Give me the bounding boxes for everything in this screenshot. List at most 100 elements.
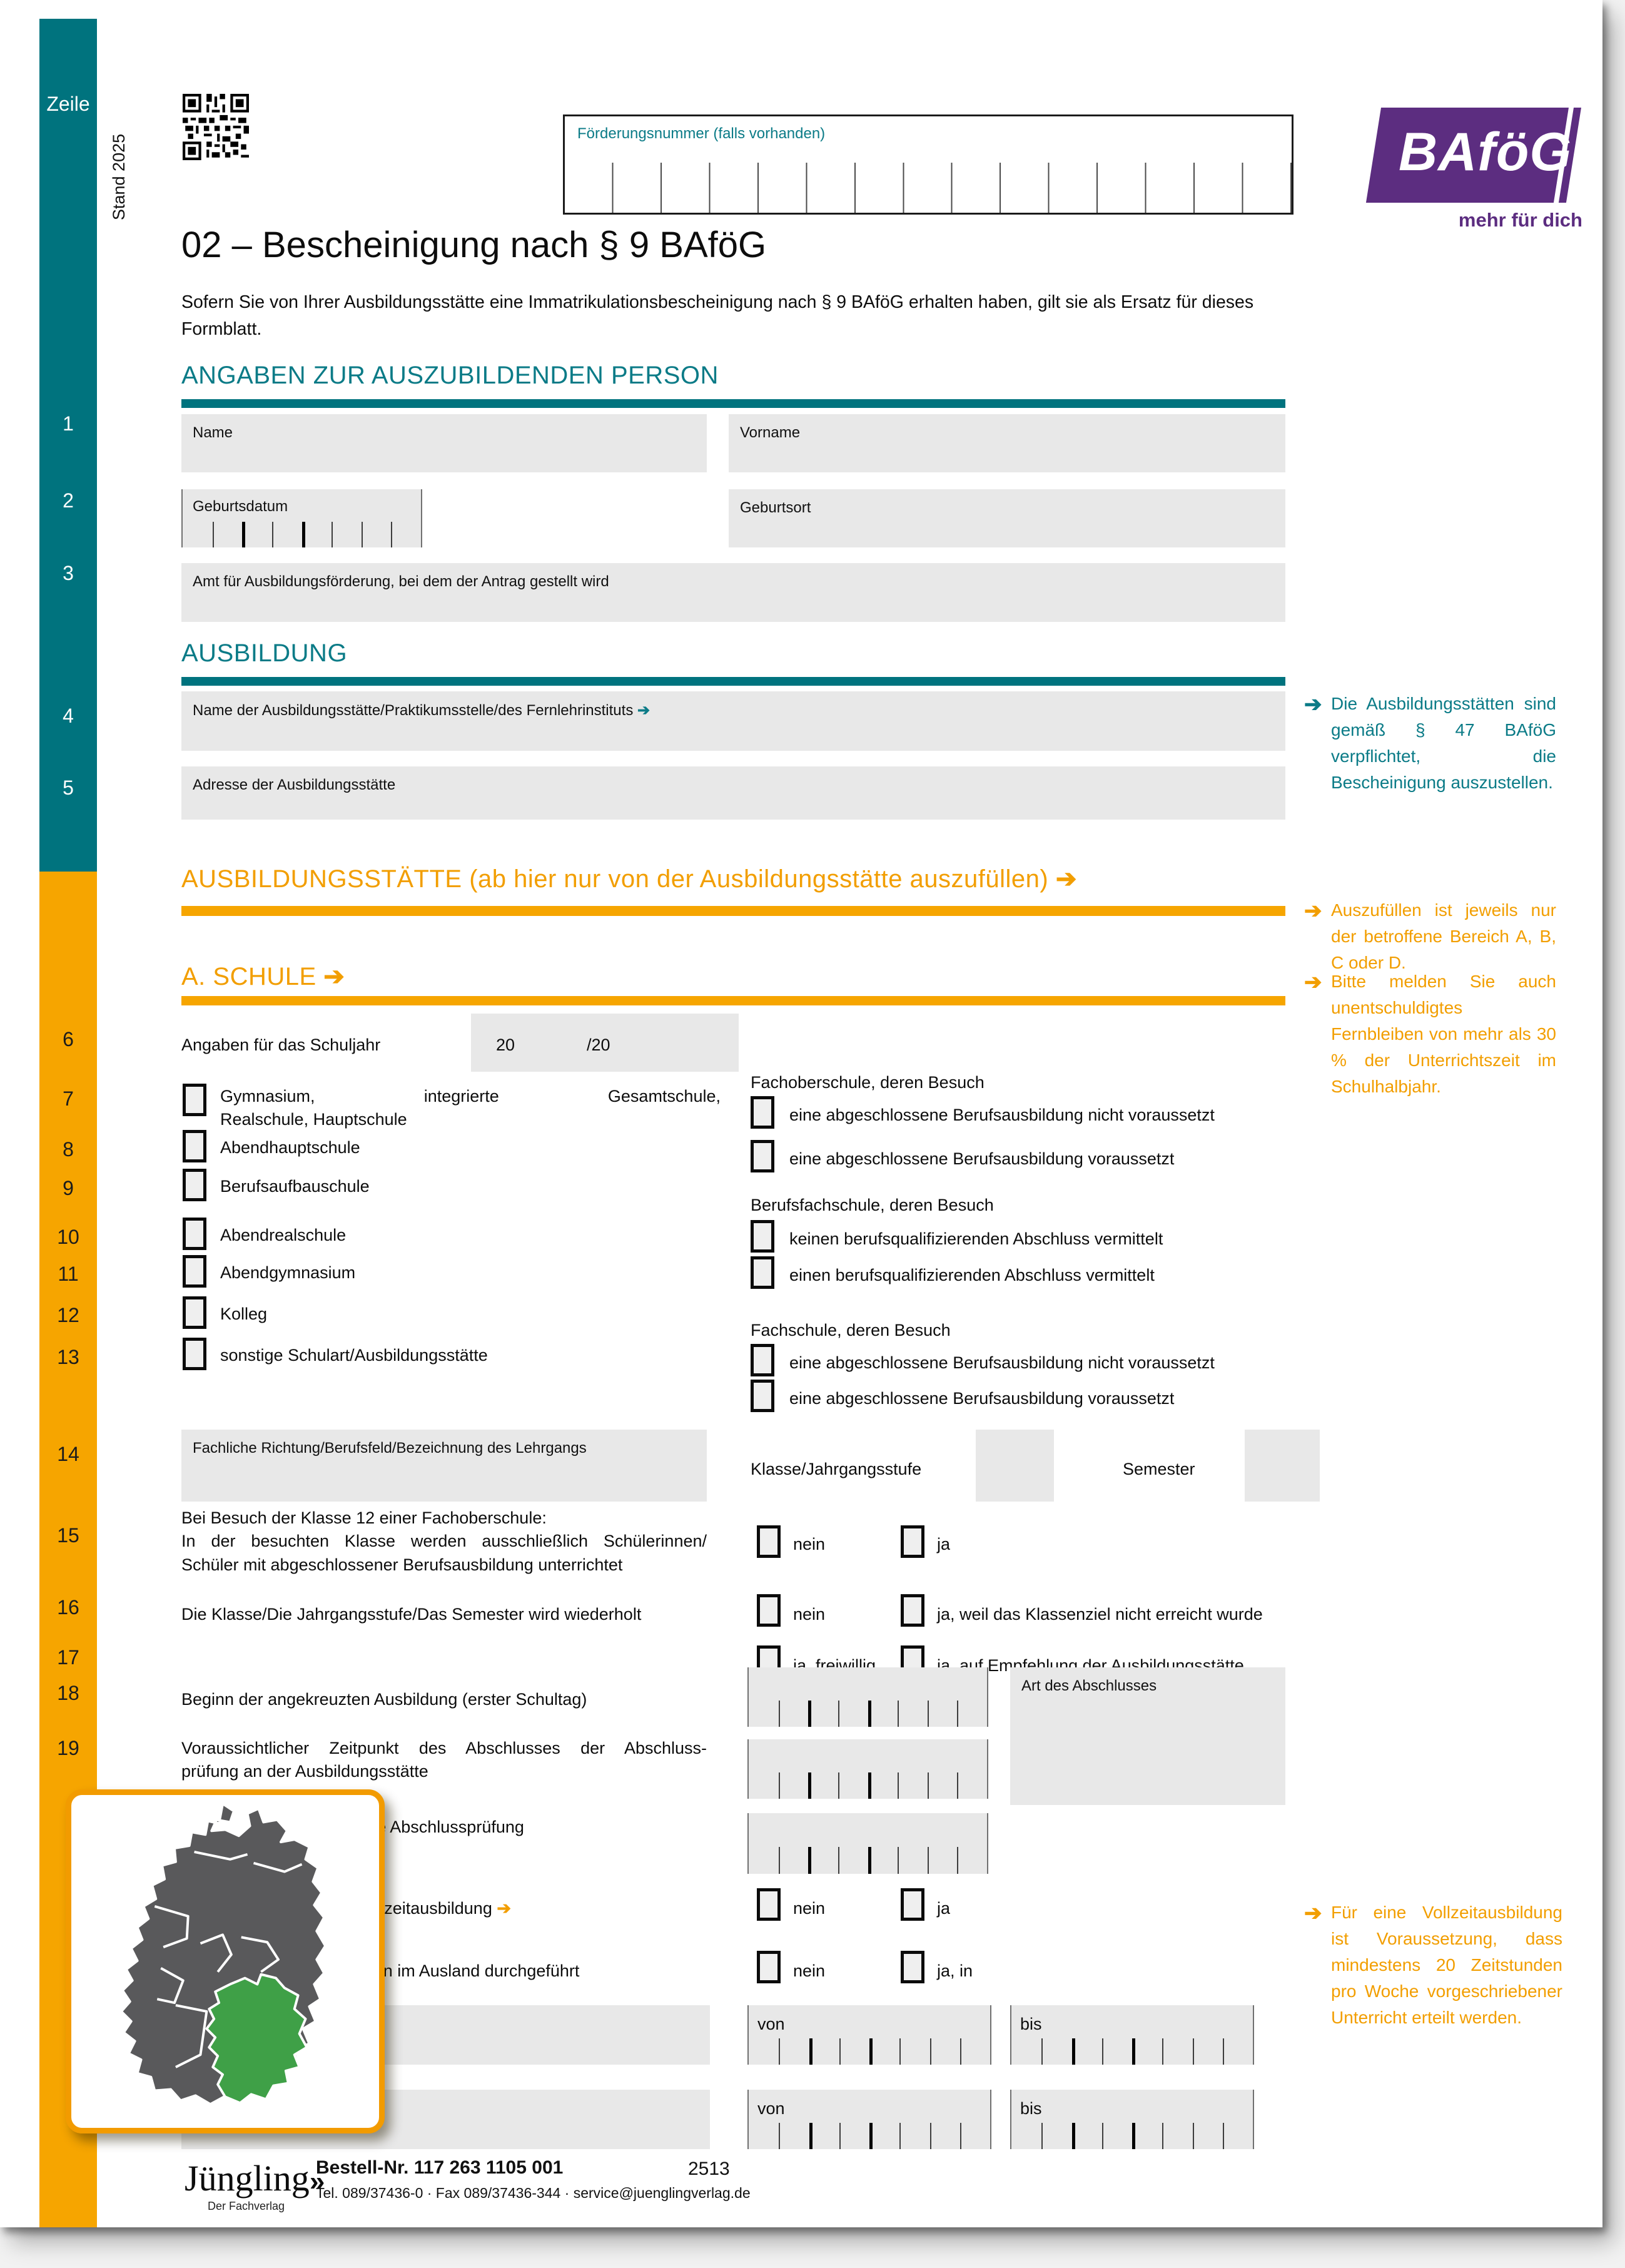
section-staette-bar <box>181 906 1285 916</box>
ohne-pruefung-datum-field[interactable] <box>747 1813 988 1874</box>
option-berufsaufbauschule-label: Berufsaufbauschule <box>220 1177 370 1196</box>
row22-ja-label: ja, in <box>937 1961 973 1980</box>
art-des-abschlusses-field[interactable]: Art des Abschlusses <box>1010 1667 1285 1805</box>
checkbox-abendrealschule[interactable] <box>183 1218 206 1250</box>
checkbox-abendhauptschule[interactable] <box>183 1130 206 1162</box>
checkbox-row15-nein[interactable] <box>757 1525 781 1558</box>
duration1-von-label: von <box>757 2015 785 2033</box>
line-number-11: 11 <box>58 1263 79 1285</box>
arrow-icon: ➔ <box>1304 899 1322 923</box>
duration2-bis-label: bis <box>1020 2099 1042 2118</box>
geburtsort-field[interactable]: Geburtsort <box>729 489 1285 547</box>
duration2-bis-field[interactable]: bis <box>1010 2090 1254 2149</box>
option-fos-nicht-voraussetzt: eine abgeschlossene Berufsausbildung nic… <box>789 1106 1215 1124</box>
arrow-icon: ➔ <box>637 702 651 719</box>
arrow-icon: ➔ <box>323 963 345 990</box>
checkbox-row15-ja[interactable] <box>901 1525 924 1558</box>
publisher-contact: Tel. 089/37436-0 · Fax 089/37436-344 · s… <box>316 2185 751 2201</box>
checkbox-kolleg[interactable] <box>183 1296 206 1329</box>
ausbildungsstaette-adresse-label: Adresse der Ausbildungsstätte <box>193 776 396 793</box>
option-fs-voraussetzt: eine abgeschlossene Berufsausbildung vor… <box>789 1389 1175 1408</box>
line-number-17: 17 <box>57 1646 79 1669</box>
line-number-2: 2 <box>63 489 74 512</box>
checkbox-bfs-kein-abschluss[interactable] <box>751 1220 774 1253</box>
group-fachoberschule-header: Fachoberschule, deren Besuch <box>751 1073 985 1092</box>
schuljahr-label: Angaben für das Schuljahr <box>181 1035 381 1054</box>
row22-nein-label: nein <box>793 1961 826 1980</box>
stand-label: Stand 2025 <box>109 133 128 220</box>
geburtsdatum-field[interactable]: Geburtsdatum <box>181 489 422 547</box>
ausbildungsstaette-name-text: Name der Ausbildungsstätte/Praktikumsste… <box>193 702 634 719</box>
arrow-icon: ➔ <box>497 1899 511 1918</box>
line-number-3: 3 <box>63 562 74 584</box>
section-schule-heading-text: A. SCHULE <box>181 963 316 990</box>
row16-label: Die Klasse/Die Jahrgangsstufe/Das Semest… <box>181 1605 642 1624</box>
row21-ja-label: ja <box>937 1899 951 1918</box>
checkbox-row22-nein[interactable] <box>757 1951 781 1983</box>
row15-line2: In der besuchten Klasse werden ausschlie… <box>181 1532 707 1551</box>
duration2-von-field[interactable]: von <box>747 2090 991 2149</box>
checkbox-row21-ja[interactable] <box>901 1888 924 1921</box>
vorname-label: Vorname <box>740 424 801 441</box>
ausbildungsstaette-name-field[interactable]: Name der Ausbildungsstätte/Praktikumsste… <box>181 691 1285 751</box>
form-code: 2513 <box>688 2159 730 2179</box>
note-bereiche: Auszufüllen ist jeweils nur der betroffe… <box>1331 900 1556 972</box>
qr-code <box>183 94 249 160</box>
arrow-icon: ➔ <box>1304 693 1322 716</box>
schuljahr-field[interactable]: 20 /20 <box>471 1014 739 1072</box>
line-number-18: 18 <box>57 1682 79 1704</box>
line-number-19: 19 <box>57 1737 79 1759</box>
germany-map-card <box>66 1789 385 2133</box>
bafoeg-tagline: mehr für dich <box>1458 209 1582 231</box>
amt-field[interactable]: Amt für Ausbildungsförderung, bei dem de… <box>181 563 1285 622</box>
line-number-12: 12 <box>57 1304 79 1326</box>
fachrichtung-field[interactable]: Fachliche Richtung/Berufsfeld/Bezeichnun… <box>181 1430 707 1502</box>
ausbildungsstaette-adresse-field[interactable]: Adresse der Ausbildungsstätte <box>181 766 1285 820</box>
semester-field[interactable] <box>1245 1430 1320 1502</box>
section-staette-heading-text: AUSBILDUNGSSTÄTTE (ab hier nur von der A… <box>181 865 1049 893</box>
checkbox-fs-nicht-voraussetzt[interactable] <box>751 1344 774 1376</box>
arrow-icon: ➔ <box>1304 1901 1322 1925</box>
option-gymnasium-line1: Gymnasium, integrierte Gesamtschule, <box>220 1087 721 1106</box>
order-number: Bestell-Nr. 117 263 1105 001 <box>316 2157 564 2178</box>
vorname-field[interactable]: Vorname <box>729 414 1285 472</box>
section-person-heading: ANGABEN ZUR AUSZUBILDENDEN PERSON <box>181 362 719 389</box>
foerderungsnummer-comb <box>565 162 1292 213</box>
checkbox-row22-ja[interactable] <box>901 1951 924 1983</box>
line-number-16: 16 <box>57 1596 79 1619</box>
checkbox-abendgymnasium[interactable] <box>183 1255 206 1288</box>
foerderungsnummer-label: Förderungsnummer (falls vorhanden) <box>577 125 826 142</box>
geburtsort-label: Geburtsort <box>740 499 811 516</box>
sidebar-teal <box>39 19 97 872</box>
line-number-7: 7 <box>63 1087 74 1110</box>
checkbox-fos-voraussetzt[interactable] <box>751 1140 774 1172</box>
checkbox-fos-nicht-voraussetzt[interactable] <box>751 1096 774 1129</box>
form-page: Zeile 1 2 3 4 5 6 7 8 9 10 11 12 13 14 1… <box>0 0 1602 2227</box>
checkbox-bfs-abschluss[interactable] <box>751 1256 774 1289</box>
art-des-abschlusses-label: Art des Abschlusses <box>1021 1677 1157 1694</box>
checkbox-berufsaufbauschule[interactable] <box>183 1169 206 1201</box>
row19-line2: prüfung an der Ausbildungsstätte <box>181 1762 428 1781</box>
checkbox-sonstige-schulart[interactable] <box>183 1338 206 1370</box>
foerderungsnummer-field[interactable]: Förderungsnummer (falls vorhanden) <box>563 114 1293 215</box>
line-number-1: 1 <box>63 412 74 435</box>
name-field[interactable]: Name <box>181 414 707 472</box>
checkbox-row21-nein[interactable] <box>757 1888 781 1921</box>
checkbox-row16-ja[interactable] <box>901 1594 924 1627</box>
duration1-bis-field[interactable]: bis <box>1010 2005 1254 2065</box>
page-title: 02 – Bescheinigung nach § 9 BAföG <box>181 225 767 265</box>
schuljahr-prefix: 20 <box>496 1035 515 1054</box>
checkbox-row16-nein[interactable] <box>757 1594 781 1627</box>
klasse-field[interactable] <box>976 1430 1054 1502</box>
checkbox-gymnasium[interactable] <box>183 1084 206 1116</box>
duration1-bis-label: bis <box>1020 2015 1042 2033</box>
line-number-15: 15 <box>57 1524 79 1547</box>
row15-line1: Bei Besuch der Klasse 12 einer Fachobers… <box>181 1508 547 1527</box>
duration1-von-field[interactable]: von <box>747 2005 991 2065</box>
checkbox-fs-voraussetzt[interactable] <box>751 1380 774 1412</box>
abschluss-datum-field[interactable] <box>747 1739 988 1799</box>
section-person-bar <box>181 399 1285 408</box>
option-bfs-kein-abschluss: keinen berufsqualifizierenden Abschluss … <box>789 1229 1163 1248</box>
beginn-datum-field[interactable] <box>747 1667 988 1727</box>
geburtsdatum-label: Geburtsdatum <box>193 498 288 515</box>
